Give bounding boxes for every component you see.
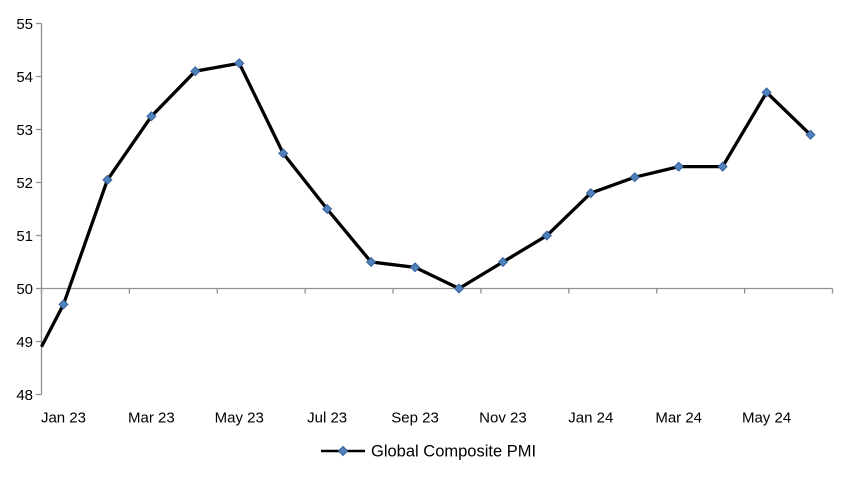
data-point-marker (190, 66, 201, 77)
x-axis-tick-label: Jan 23 (41, 410, 86, 427)
x-axis-tick-label: May 24 (742, 410, 791, 427)
x-axis-tick-label: Sep 23 (391, 410, 439, 427)
data-point-marker (629, 172, 640, 183)
y-axis-tick-label: 49 (16, 334, 33, 351)
data-point-marker (585, 187, 596, 199)
y-axis-tick-label: 52 (16, 175, 33, 192)
x-axis-tick-label: Jul 23 (307, 410, 347, 427)
legend-label: Global Composite PMI (371, 443, 536, 461)
data-point-marker (497, 256, 509, 268)
axes: 48 49 50 51 52 53 54 55 Jan 23 Mar 23 May 23 Jul 23… (16, 16, 834, 427)
y-axis-tick-label: 48 (16, 387, 33, 404)
y-axis-tick-label: 50 (16, 281, 33, 298)
x-axis-tick-label: Mar 23 (128, 410, 175, 427)
y-axis-tick-label: 51 (16, 228, 33, 245)
y-axis-tick-label: 53 (16, 122, 33, 139)
data-point-marker (409, 262, 421, 273)
data-point-marker (673, 161, 684, 172)
x-axis-tick-label: May 23 (215, 410, 264, 427)
data-point-marker (146, 111, 157, 122)
legend-marker-icon (337, 445, 349, 457)
y-axis-tick-label: 55 (16, 16, 33, 33)
data-point-marker (322, 203, 333, 215)
series-global-composite-pmi (40, 58, 816, 348)
data-point-marker (453, 283, 465, 294)
data-point-marker (761, 87, 772, 98)
x-axis-tick-label: Mar 24 (655, 410, 702, 427)
data-point-marker (102, 174, 113, 185)
legend: Global Composite PMI (321, 443, 536, 461)
data-point-marker (278, 148, 289, 159)
data-point-marker (805, 129, 816, 140)
pmi-line (40, 61, 812, 348)
data-point-marker (58, 299, 69, 310)
x-axis-tick-label: Nov 23 (479, 410, 527, 427)
x-axis-tick-label: Jan 24 (568, 410, 613, 427)
y-axis-tick-label: 54 (16, 69, 33, 86)
data-point-marker (365, 256, 377, 268)
data-point-marker (717, 161, 728, 172)
data-point-marker (234, 58, 245, 69)
data-point-marker (541, 230, 552, 241)
